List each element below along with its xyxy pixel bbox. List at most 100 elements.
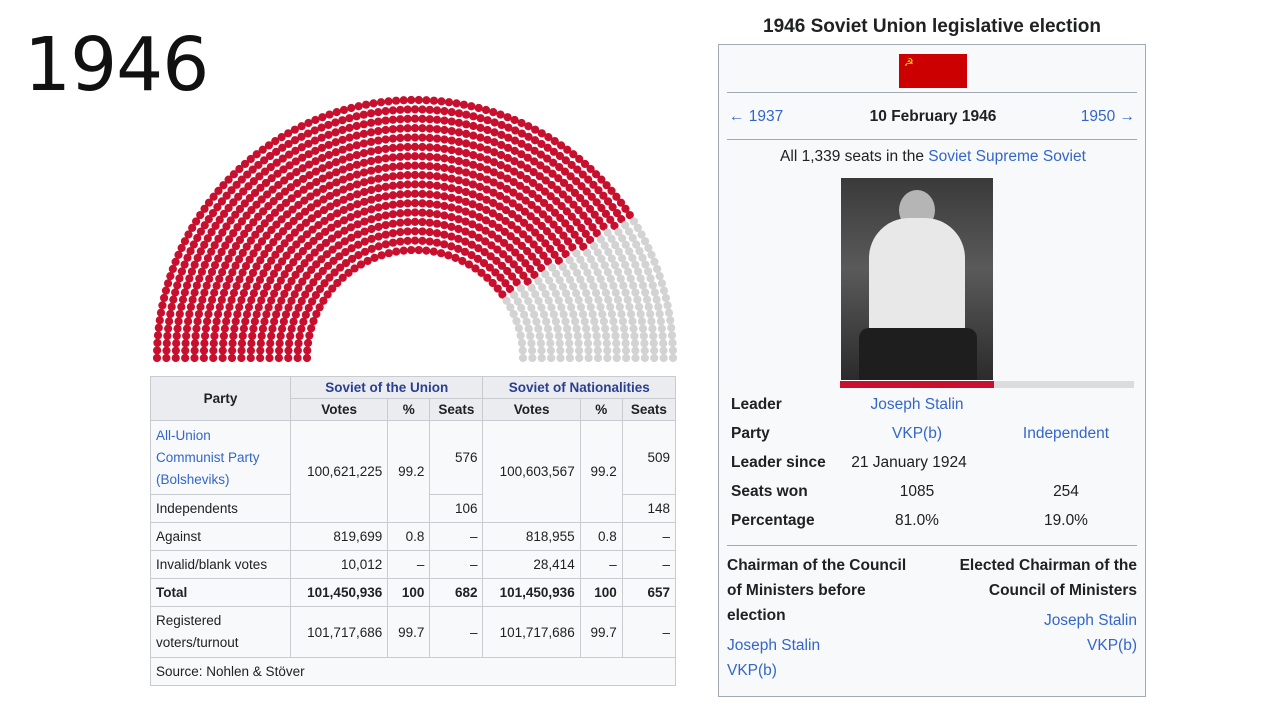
col-soviet-nationalities[interactable]: Soviet of Nationalities	[482, 376, 676, 399]
seat-communist	[173, 281, 182, 290]
elected-party-link[interactable]: VKP(b)	[1087, 637, 1137, 654]
seat-communist	[461, 217, 470, 226]
seat-communist	[565, 224, 575, 234]
seat-communist	[304, 150, 313, 159]
seat-communist	[297, 132, 306, 141]
seat-communist	[319, 206, 329, 215]
seat-communist	[381, 135, 390, 144]
seat-communist	[447, 174, 456, 183]
seat-communist	[447, 232, 456, 241]
party-cpsu-link[interactable]: All-Union Communist Party (Bolsheviks)	[150, 420, 291, 495]
col-soviet-union[interactable]: Soviet of the Union	[289, 376, 484, 399]
seat-communist	[249, 218, 258, 227]
seat-communist	[560, 167, 570, 176]
before-chairman-link[interactable]: Joseph Stalin	[727, 637, 821, 654]
seat-communist	[529, 240, 538, 249]
seat-communist	[255, 172, 264, 181]
seat-communist	[319, 184, 328, 194]
seat-communist	[305, 331, 314, 340]
seat-communist	[359, 149, 369, 158]
seat-independent	[591, 288, 601, 298]
seat-communist	[510, 115, 519, 125]
seat-communist	[462, 110, 471, 119]
seat-communist	[320, 279, 329, 288]
seat-communist	[543, 257, 552, 266]
seat-communist	[468, 190, 477, 199]
seat-communist	[346, 202, 355, 212]
percentage-communist: 81.0%	[895, 512, 939, 529]
seat-communist	[267, 174, 276, 183]
seat-communist	[338, 165, 348, 174]
seat-independent	[618, 317, 628, 326]
seat-independent	[590, 317, 599, 326]
seat-independent	[607, 310, 617, 319]
seat-communist	[328, 245, 337, 254]
seat-communist	[299, 174, 308, 184]
stalin-portrait[interactable]	[841, 178, 993, 380]
seat-communist	[287, 194, 296, 203]
seat-communist	[535, 183, 544, 192]
seat-communist	[225, 302, 234, 312]
seat-communist	[283, 283, 292, 292]
party-independent-link[interactable]: Independent	[1022, 425, 1110, 442]
seat-independent	[650, 346, 659, 355]
seat-communist	[388, 125, 398, 134]
seat-communist	[496, 150, 506, 160]
seat-communist	[483, 116, 492, 125]
seat-communist	[440, 116, 449, 125]
party-color-bar-communist	[840, 381, 994, 388]
seat-independent	[621, 260, 630, 270]
seat-communist	[317, 143, 327, 152]
seat-communist	[338, 135, 347, 144]
seat-communist	[388, 191, 398, 200]
before-party-link[interactable]: VKP(b)	[727, 662, 777, 679]
seat-independent	[549, 310, 558, 319]
seat-communist	[287, 296, 296, 305]
supreme-soviet-link[interactable]: Soviet Supreme Soviet	[928, 148, 1086, 165]
seat-independent	[623, 267, 633, 276]
seat-independent	[628, 233, 637, 243]
seat-communist	[363, 256, 372, 266]
seat-independent	[668, 353, 678, 363]
seat-communist	[602, 181, 611, 190]
seat-communist	[290, 136, 300, 145]
seat-communist	[230, 324, 239, 333]
label-leader-since: Leader since	[731, 454, 826, 471]
seat-communist	[352, 160, 361, 169]
seat-communist	[594, 186, 603, 195]
seat-communist	[366, 128, 376, 137]
seat-independent	[659, 346, 668, 355]
seat-communist	[490, 148, 499, 157]
seat-communist	[274, 346, 284, 355]
seat-independent	[547, 353, 556, 363]
party-vkpb-link[interactable]: VKP(b)	[892, 425, 942, 442]
seat-communist	[301, 310, 310, 319]
seat-communist	[301, 218, 311, 228]
seat-independent	[583, 268, 592, 277]
seat-communist	[468, 220, 477, 229]
seat-communist	[237, 175, 246, 184]
seat-communist	[625, 210, 634, 220]
seat-communist	[537, 139, 546, 149]
seat-communist	[396, 218, 405, 227]
seat-communist	[161, 286, 171, 295]
seat-communist	[425, 171, 434, 180]
leader-link[interactable]: Joseph Stalin	[870, 396, 964, 413]
portrait-legs	[859, 328, 977, 380]
seat-communist	[191, 331, 200, 341]
seat-communist	[527, 200, 536, 210]
seat-communist	[171, 346, 180, 355]
next-election-link[interactable]: 1950 →	[1080, 108, 1135, 125]
seat-independent	[520, 310, 529, 319]
seat-communist	[418, 189, 427, 199]
seat-communist	[272, 147, 281, 156]
chairman-before-label: Chairman of the Council of Ministers bef…	[727, 557, 907, 624]
seat-communist	[585, 235, 595, 245]
elected-chairman-link[interactable]: Joseph Stalin	[1043, 612, 1137, 629]
seat-communist	[246, 236, 256, 245]
seat-communist	[403, 152, 412, 161]
seat-communist	[606, 215, 615, 224]
prev-election-link[interactable]: ← 1937	[729, 108, 784, 125]
seat-independent	[599, 317, 608, 326]
seat-independent	[567, 303, 576, 312]
